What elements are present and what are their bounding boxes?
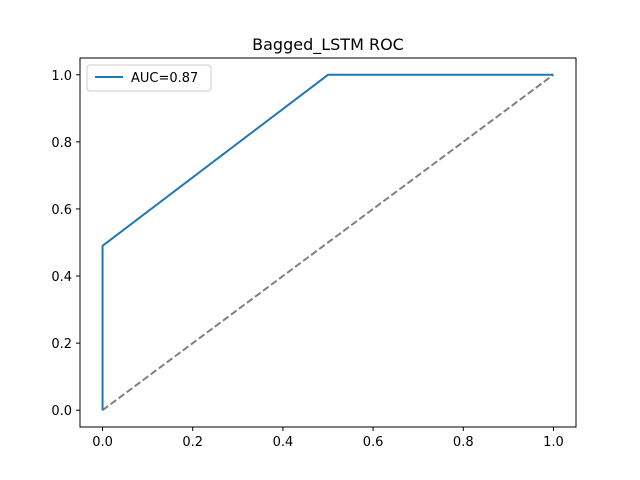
y-tick-label: 0.0 bbox=[51, 404, 72, 419]
chart-title: Bagged_LSTM ROC bbox=[252, 35, 404, 55]
legend-frame bbox=[86, 64, 212, 92]
y-tick-label: 0.6 bbox=[51, 203, 72, 218]
x-axis: 0.0 0.2 0.4 0.6 0.8 1.0 bbox=[92, 427, 564, 450]
y-tick-label: 0.8 bbox=[51, 136, 72, 151]
x-tick-label: 0.4 bbox=[273, 435, 294, 450]
y-tick-label: 0.2 bbox=[51, 337, 72, 352]
x-tick-label: 0.8 bbox=[453, 435, 474, 450]
y-tick-label: 1.0 bbox=[51, 69, 72, 84]
y-axis: 0.0 0.2 0.4 0.6 0.8 1.0 bbox=[51, 69, 80, 419]
series-layer bbox=[101, 73, 555, 412]
legend: AUC=0.87 bbox=[86, 64, 212, 92]
x-tick-label: 0.2 bbox=[182, 435, 203, 450]
roc-curve-line bbox=[101, 73, 554, 411]
legend-label: AUC=0.87 bbox=[131, 71, 198, 86]
plot-area: 0.0 0.2 0.4 0.6 0.8 1.0 0.0 0.2 0.4 0.6 0.8 1.0 bbox=[51, 57, 577, 450]
chance-diagonal-line bbox=[101, 73, 555, 412]
x-tick-label: 1.0 bbox=[543, 435, 564, 450]
x-tick-label: 0.6 bbox=[363, 435, 384, 450]
x-tick-label: 0.0 bbox=[92, 435, 113, 450]
y-tick-label: 0.4 bbox=[51, 270, 72, 285]
